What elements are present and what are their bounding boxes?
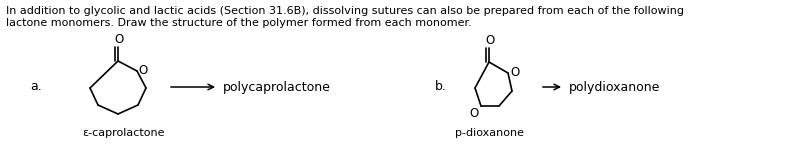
Text: polycaprolactone: polycaprolactone (223, 80, 331, 94)
Text: lactone monomers. Draw the structure of the polymer formed from each monomer.: lactone monomers. Draw the structure of … (6, 18, 472, 28)
Text: In addition to glycolic and lactic acids (Section 31.6B), dissolving sutures can: In addition to glycolic and lactic acids… (6, 6, 684, 16)
Text: polydioxanone: polydioxanone (569, 80, 660, 94)
Text: O: O (138, 65, 148, 77)
Text: a.: a. (30, 80, 42, 94)
Text: O: O (115, 33, 124, 46)
Text: O: O (485, 34, 495, 47)
Text: ε-caprolactone: ε-caprolactone (82, 128, 164, 138)
Text: O: O (510, 66, 519, 80)
Text: b.: b. (435, 80, 447, 94)
Text: p-dioxanone: p-dioxanone (455, 128, 524, 138)
Text: O: O (470, 107, 479, 120)
